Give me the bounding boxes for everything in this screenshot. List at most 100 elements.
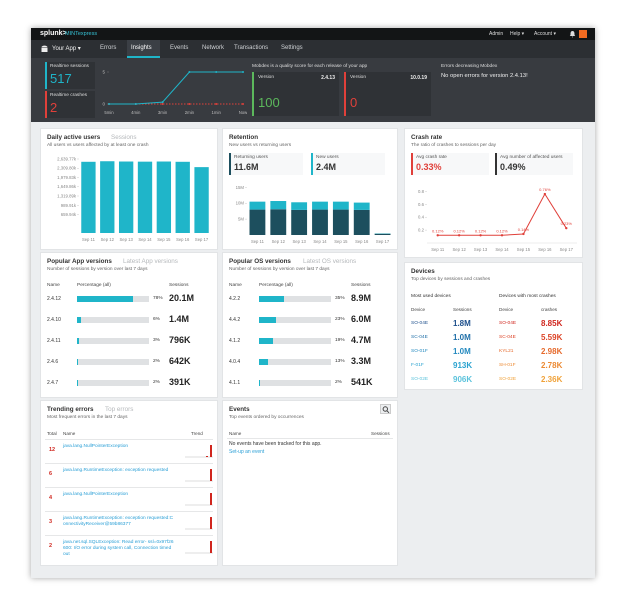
search-button[interactable] <box>380 404 391 414</box>
mobdex-version: 2.4.13 <box>321 75 335 81</box>
y-tick-label: 5M <box>238 217 244 222</box>
x-tick-label: Sep 11 <box>251 239 265 244</box>
panel-tab[interactable]: Top errors <box>105 406 134 413</box>
percent-label: 3% <box>153 338 160 343</box>
data-label: 0.76% <box>539 187 551 192</box>
bar <box>118 161 134 233</box>
panel-tab[interactable]: Sessions <box>111 134 137 141</box>
trend-sparkline <box>185 541 213 554</box>
stat-label: Avg crash rate <box>416 155 447 160</box>
line-point <box>436 234 439 237</box>
sessions-value: 20.1M <box>169 293 195 303</box>
legend-name: Returning users <box>234 155 268 160</box>
x-tick-label: Sep 11 <box>82 237 96 242</box>
bar-segment <box>312 201 328 210</box>
percent-bar <box>259 338 273 344</box>
x-tick-label: Sep 13 <box>293 239 307 244</box>
y-tick-label: 2,309.80k <box>57 166 77 171</box>
top-menu-item[interactable]: Help ▾ <box>510 31 525 37</box>
error-name[interactable]: java.lang.NullPointerException <box>63 444 129 449</box>
line-point <box>543 192 547 196</box>
stat-label: Avg number of affected users <box>500 155 563 160</box>
panel-tab[interactable]: Latest OS versions <box>303 258 357 265</box>
error-name[interactable]: java.lang.NullPointerException <box>63 492 129 497</box>
y-tick-label: 2,639.77k <box>57 157 77 162</box>
bell-icon <box>569 31 576 38</box>
mobdex-box: Version 2.4.13 100 <box>252 72 339 116</box>
y-tick-label: 10M <box>236 201 245 206</box>
retention-panel: Retention New users vs returning users Ret… <box>222 128 398 250</box>
nav-tab[interactable]: Transactions <box>230 40 274 58</box>
table-header: Sessions <box>169 283 189 288</box>
panel-subtitle: Top events ordered by occurrences <box>229 415 304 420</box>
error-name[interactable]: java.net.sql.SQLException: Read error- s… <box>63 540 174 557</box>
percent-track <box>259 338 331 344</box>
realtime-point <box>242 103 244 105</box>
panel-title: Trending errors <box>47 406 94 413</box>
crash-panel: Crash rate The ratio of crashes to sessio… <box>404 128 583 258</box>
x-tick-label: 3min <box>158 110 168 115</box>
panel-subtitle: The ratio of crashes to sessions per day <box>411 143 497 148</box>
percent-track <box>77 296 149 302</box>
errors-title: Errors decreasing Mobdex <box>441 64 498 69</box>
row-separator <box>45 463 213 464</box>
x-tick-label: Sep 14 <box>495 247 509 252</box>
panel-title: Retention <box>229 134 259 141</box>
y-tick-label: 0.4 <box>418 215 425 220</box>
trend-bar <box>206 456 208 457</box>
nav-tab[interactable]: Events <box>166 40 194 58</box>
error-name[interactable]: java.lang.RuntimeException: exception re… <box>63 516 174 527</box>
setup-link[interactable]: Set-up an event <box>229 449 265 455</box>
device-name: SO-02E <box>411 377 429 382</box>
nav-bar: Your App ▾ Errors Insights Events Network Tra… <box>31 40 595 58</box>
bar-segment <box>270 201 287 210</box>
nav-tab-label: Transactions <box>234 45 269 51</box>
x-tick-label: Sep 17 <box>376 239 390 244</box>
version-name: 4.1.1 <box>229 380 241 386</box>
y-tick-label: 5 <box>102 70 105 75</box>
data-label: 0.14% <box>518 227 530 232</box>
x-tick-label: Sep 14 <box>313 239 327 244</box>
table-header: Sessions <box>371 431 390 436</box>
nav-tab[interactable]: Network <box>198 40 226 58</box>
table-header: Sessions <box>351 283 371 288</box>
nav-tab[interactable]: Errors <box>96 40 122 58</box>
line-point <box>457 234 461 237</box>
panel-title: Popular App versions <box>47 258 112 265</box>
top-menu-item[interactable]: Admin <box>489 31 504 37</box>
error-name[interactable]: java.lang.RuntimeException: exception re… <box>63 468 169 473</box>
percent-bar <box>259 296 285 302</box>
x-tick-label: Sep 14 <box>138 237 152 242</box>
trending-errors-panel: Trending errors Top errors Most frequent e… <box>40 400 218 566</box>
trend-bar <box>210 517 212 529</box>
trend-bar <box>210 493 212 505</box>
table-header: Name <box>229 431 242 436</box>
device-name: SO-01F <box>411 349 428 354</box>
realtime-point <box>215 71 218 73</box>
percent-bar <box>77 359 79 365</box>
percent-label: 78% <box>153 296 163 301</box>
device-name: SC-04E <box>499 335 516 340</box>
realtime-box: Realtime sessions 517 <box>45 62 95 89</box>
realtime-chart: 0 5 5min 4min 3min 2min 1min Now <box>102 70 247 116</box>
version-name: 2.4.10 <box>47 317 61 323</box>
panel-subtitle: Number of sessions by version over last … <box>229 267 330 272</box>
nav-tab-label: Insights <box>131 45 152 51</box>
table-header: Trend <box>191 431 203 436</box>
y-tick-label: 1,319.89k <box>57 193 77 198</box>
y-tick-label: 1,979.83k <box>57 175 77 180</box>
app-selector[interactable]: Your App ▾ <box>52 46 81 52</box>
nav-tab[interactable]: Insights <box>127 40 160 58</box>
row-separator <box>45 487 213 488</box>
errors-message: No open errors for version 2.4.13! <box>441 73 528 79</box>
legend-box: New users 2.4M <box>311 153 385 175</box>
data-label: 0.12% <box>432 228 444 233</box>
panel-tab[interactable]: Latest App versions <box>123 258 178 265</box>
nav-tab[interactable]: Settings <box>277 40 307 58</box>
sessions-value: 4.7M <box>351 335 372 345</box>
y-tick-label: 0.6 <box>418 202 425 207</box>
top-menu-item[interactable]: Account ▾ <box>534 31 556 37</box>
x-tick-label: Sep 17 <box>195 237 209 242</box>
error-total: 3 <box>49 519 53 525</box>
